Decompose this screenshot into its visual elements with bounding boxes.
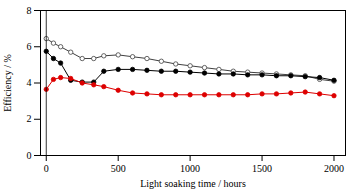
svg-text:0: 0 xyxy=(27,150,32,161)
svg-text:Efficiency / %: Efficiency / % xyxy=(2,54,13,112)
svg-text:1500: 1500 xyxy=(252,163,272,174)
svg-text:500: 500 xyxy=(111,163,126,174)
svg-text:8: 8 xyxy=(27,5,32,16)
svg-text:Light soaking time / hours: Light soaking time / hours xyxy=(140,178,246,189)
svg-text:4: 4 xyxy=(27,77,32,88)
svg-text:1000: 1000 xyxy=(180,163,200,174)
svg-text:2000: 2000 xyxy=(324,163,344,174)
svg-text:2: 2 xyxy=(27,113,32,124)
svg-text:0: 0 xyxy=(44,163,49,174)
svg-text:6: 6 xyxy=(27,41,32,52)
